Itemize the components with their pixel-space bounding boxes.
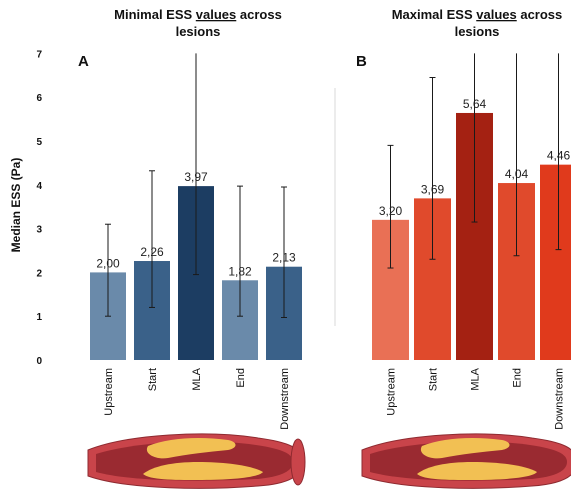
panel-b-label: B [356,53,367,70]
data-label: 3,20 [379,204,403,218]
category-label: Downstream [554,368,566,430]
y-tick-label: 0 [36,356,42,367]
vessel-illustration-a [87,433,306,489]
y-tick-label: 1 [36,312,42,323]
data-label: 2,13 [272,251,296,265]
panel-a-label: A [78,53,89,70]
panel-a-title-line2: lesions [176,24,221,39]
data-label: 3,97 [184,170,208,184]
data-label: 4,04 [505,167,529,181]
category-label: End [512,368,524,388]
category-label: MLA [470,367,482,390]
category-label: Downstream [279,368,291,430]
vessel-illustration-b [361,433,571,489]
data-label: 2,26 [140,245,164,259]
category-label: Start [147,368,159,391]
panel-a-title-line1: Minimal ESS values across [114,7,282,22]
panel-a-plot: 2,00 Upstream 2,26 Start 3,97 MLA 1,82 End 2,13 D… [90,53,302,430]
category-label: MLA [191,367,203,390]
data-label: 1,82 [228,264,252,278]
y-tick-label: 4 [36,181,42,192]
data-label: 3,69 [421,182,445,196]
y-tick-label: 5 [36,137,42,148]
y-tick-label: 7 [36,49,42,60]
category-label: Upstream [386,368,398,416]
category-label: Upstream [103,368,115,416]
y-tick-label: 6 [36,93,42,104]
y-axis-label: Median ESS (Pa) [9,158,23,253]
data-label: 5,64 [463,97,487,111]
bar [540,164,571,360]
panel-b-title-line1: Maximal ESS values across [392,7,563,22]
data-label: 2,00 [96,256,120,270]
y-tick-label: 3 [36,225,42,236]
category-label: End [235,368,247,388]
category-label: Start [428,368,440,391]
y-tick-label: 2 [36,268,42,279]
panel-b-title-line2: lesions [455,24,500,39]
panel-b-plot: 3,20 Upstream 3,69 Start 5,64 MLA 4,04 End 4,46 D… [372,53,571,430]
data-label: 4,46 [547,149,571,163]
